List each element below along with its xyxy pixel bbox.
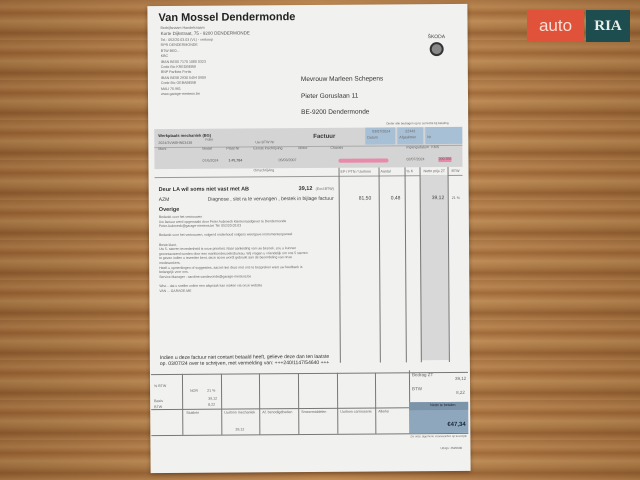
vehicle-label-model: Model [202, 146, 213, 151]
vehicle-first-reg: 05/03/2007 [278, 158, 297, 163]
reference: 2024/3VW8HN03438 [158, 140, 193, 146]
vehicle-label-chassis: Chassis [330, 145, 344, 150]
vehicle-plate: 1-PL784 [228, 158, 243, 163]
line-text: Diagnose , slot ra te vervangen , bestek… [207, 195, 334, 203]
skoda-brand-label: ŠKODA [427, 34, 446, 41]
invoice-date: 03/07/2024 [372, 129, 391, 134]
autoria-logo-ria: RIA [586, 10, 630, 42]
col-ep: EP / PTN / Uurloon [340, 169, 372, 174]
recipient-city: BE-9200 Dendermonde [301, 108, 370, 117]
vehicle-kms: 209.356 [438, 157, 452, 163]
col-uurloon-mechaniek: Uurloon mechaniek [224, 410, 256, 415]
date-label: Datum [367, 135, 378, 140]
recipient-street: Pieter Goruslaan 11 [300, 92, 359, 101]
line-price: 81,50 [358, 195, 372, 202]
invoice-document: Van Mossel Dendermonde Bedrijfsnaam Hand… [147, 3, 471, 474]
folio: Folio [205, 137, 214, 142]
company-details: Tel.: 052/20.03.03 (VL) - verkoop RPR DEN… [160, 37, 213, 97]
autoria-logo: auto [527, 10, 584, 42]
ref-label: Nr [427, 135, 432, 140]
btw-rate: 21 % [207, 388, 216, 393]
col-benodigdheden: Af. benodigdheden [262, 410, 293, 415]
line-code: AZM [158, 196, 170, 204]
net-price-column-shade [419, 175, 449, 361]
other-title: Overige [158, 206, 180, 214]
line-qty: 0,48 [390, 195, 401, 202]
total-amount: €47,34 [447, 421, 466, 429]
company-address: Korte Dijkstraat, 75 - 9200 DENDERMONDE [160, 30, 250, 37]
col-disc: % K [406, 169, 414, 174]
btw-total-value: 8,22 [456, 389, 465, 395]
line-btw: 21 % [451, 195, 460, 201]
other-text: Bedankt voor het vertrouwen Uw factuur we… [158, 214, 308, 293]
invoice-number: 22443 [405, 129, 416, 134]
col-btw: BTW [451, 168, 460, 174]
col-smeermiddelen: Smeermiddelen [301, 409, 327, 415]
basis-label: Basis [154, 399, 163, 404]
bedrag-value: 39,12 [454, 375, 467, 381]
invoice-title: Factuur [313, 133, 336, 140]
col-allerlei: Allerlei [378, 409, 390, 414]
vehicle-label-plate: Plaat Nr [226, 146, 240, 151]
btw-total-label: BTW [412, 386, 423, 392]
pct-btw-label: % BTW [154, 384, 167, 389]
number-label: Afgesloten [399, 135, 417, 140]
vehicle-label-motor: Motor [298, 146, 308, 151]
col-description: Omschrijving [253, 168, 275, 173]
vehicle-entry-date: 02/07/2024 [406, 157, 425, 162]
uurloon-value: 39,12 [235, 427, 245, 432]
skoda-logo-icon [429, 42, 444, 57]
recipient-name: Mevrouw Marleen Schepens [300, 75, 384, 84]
col-net: Netto prijs ZT [423, 169, 446, 174]
btw-label: BTW [154, 405, 163, 410]
line-amount-note: (Excl.BTW) [315, 186, 334, 191]
col-uurloon-carrosserie: Uurloon carrosserie [340, 409, 372, 414]
vehicle-model: 07/6/2024 [202, 158, 219, 163]
total-label: Netto te betalen [430, 402, 456, 408]
company-name: Van Mossel Dendermonde [158, 11, 296, 25]
vehicle-chassis-redacted [338, 158, 389, 163]
workshop: Werkplaats mechaniek (BG) [158, 132, 212, 139]
header-note: Onder alle bedragen op te correctie bij … [386, 121, 449, 126]
col-qty: Aantal [380, 169, 391, 174]
basis-value: 39,12 [208, 396, 218, 401]
vehicle-label-date: Ingangsdatum [406, 145, 430, 150]
line-amount: 39,12 [298, 185, 313, 193]
line-title: Deur LA wil soms niet vast met AB [158, 186, 250, 194]
vehicle-label-first-reg: Eerste inschrijving [253, 146, 283, 151]
vehicle-label-merk: Merk [158, 146, 167, 152]
btw-value: 8,22 [208, 402, 216, 407]
nor-label: NOR [190, 388, 199, 393]
btw-nr: Uw BTW Nr [255, 140, 275, 145]
vehicle-label-kms: KMS [431, 145, 440, 150]
page-number: Uitvgs: 4M/0000 [440, 445, 463, 451]
col-stukken: Stukken [186, 410, 200, 415]
line-net: 39,12 [431, 195, 445, 202]
bedrag-label: Bedrag ZT [411, 372, 434, 378]
payment-instructions: Indien u deze factuur niet contant betaa… [159, 353, 330, 368]
footer-note: Zie onze algemene voorwaarden op keerzij… [410, 433, 467, 439]
